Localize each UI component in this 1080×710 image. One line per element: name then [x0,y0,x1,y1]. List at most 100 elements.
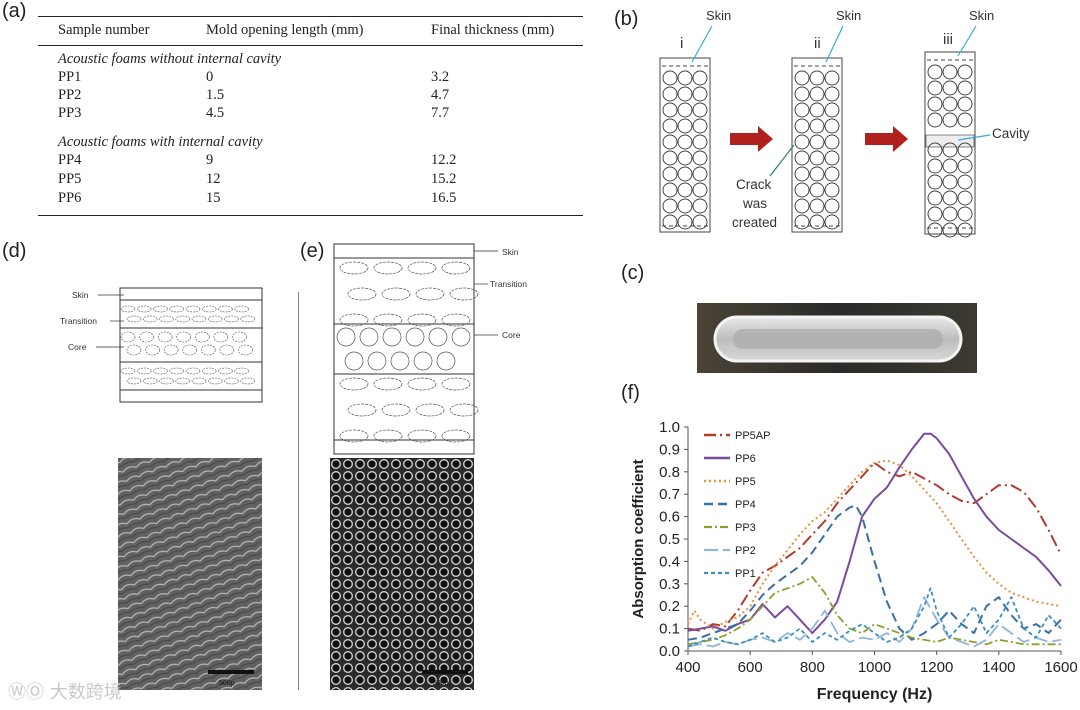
foam-cell [126,315,142,323]
foam-cell [927,190,943,206]
foam-cell [957,190,973,206]
foam-cell [809,214,825,230]
foam-cell [191,315,207,323]
foam-cell [927,142,943,158]
foam-cell [957,222,973,238]
foam-cell [809,70,825,86]
foam-cell [824,102,840,118]
x-tick-label: 600 [738,659,763,676]
foam-cell [449,403,479,417]
foam-cell [373,377,403,391]
foam-cell [175,315,191,323]
table-cell: PP4 [58,152,82,168]
y-tick-label: 0.7 [659,486,680,503]
foam-cell [201,367,217,375]
y-tick-label: 0.8 [659,464,680,481]
foam-cell [163,344,179,356]
table-cell: 4.7 [431,87,450,103]
foam-cell [382,327,402,347]
table-cell: 3.2 [431,69,450,85]
foam-cell [677,134,693,150]
legend-label: PP3 [735,522,756,534]
foam-cell [407,429,437,443]
foam-cell [201,305,217,313]
foam-cell [157,331,173,343]
foam-cell [677,102,693,118]
foam-cell [692,150,708,166]
foam-cell [692,70,708,86]
layer-label: Core [68,342,87,352]
foam-cell [176,331,192,343]
foam-cell [942,158,958,174]
skin-label: Skin [836,8,861,23]
table-cell: PP5 [58,171,82,187]
table-cell: 1.5 [206,87,225,103]
watermark-icon: ⓌⓄ [8,682,50,703]
foam-cell [224,315,239,323]
foam-cell [677,150,693,166]
section-title: Acoustic foams with internal cavity [58,134,263,150]
foam-panel-iii [924,51,976,238]
panel-label-c: (c) [621,262,645,284]
foam-panel-i [659,57,711,233]
foam-cell [824,182,840,198]
watermark: ⓌⓄ 大数跨境 [8,678,122,704]
foam-cell [809,198,825,214]
foam-cell [824,214,840,230]
foam-cell [824,166,840,182]
foam-cell [662,214,678,230]
y-tick-label: 0.1 [659,621,680,638]
panel-label-e: (e) [300,240,325,262]
table-bottom-rule [38,215,583,216]
foam-cell [347,287,377,301]
table-cell: 4.5 [206,105,225,121]
foam-cell [441,261,471,275]
foam-cell [824,198,840,214]
scale-label: 500µ [219,680,235,687]
foam-cell [794,102,810,118]
foam-cell [436,351,456,371]
foam-cell [142,315,158,323]
foam-cell [809,150,825,166]
foam-cell [373,261,403,275]
foam-cell [169,367,185,375]
foam-photo [697,303,977,373]
foam-cell [219,344,235,356]
foam-cell [809,134,825,150]
foam-cell [824,118,840,134]
foam-cell [942,112,958,128]
foam-cell [367,351,387,371]
x-tick-label: 1200 [920,659,953,676]
crack-label-line: created [732,215,777,230]
table-cell: PP6 [58,190,82,206]
cavity-gap [925,134,975,148]
foam-cell [927,206,943,222]
foam-cell [942,206,958,222]
step-label-i: i [680,35,683,52]
x-tick-label: 1600 [1044,659,1077,676]
foam-cell [927,112,943,128]
foam-cell [662,70,678,86]
foam-cell [207,315,223,323]
foam-cell [336,327,356,347]
foam-cell [957,142,973,158]
foam-cell [677,182,693,198]
foam-cell [347,403,377,417]
foam-cell [240,377,256,385]
foam-cell [339,313,369,327]
absorption-chart: 0.0 0.1 0.2 0.3 0.4 0.5 0.6 0.7 0.8 0.9 1.0 400 600 8… [630,419,1078,703]
y-tick-label: 0.0 [659,643,680,660]
divider [298,292,299,690]
y-tick-label: 0.3 [659,576,680,593]
foam-cell [169,305,185,313]
foam-cell [234,367,250,375]
legend-label: PP2 [735,545,756,557]
foam-cell [232,331,247,343]
foam-cell [957,64,973,80]
foam-cell [339,261,369,275]
foam-cell [957,112,973,128]
y-tick-label: 0.9 [659,441,680,458]
foam-cell [662,198,678,214]
foam-cell [927,158,943,174]
foam-cell [794,70,810,86]
